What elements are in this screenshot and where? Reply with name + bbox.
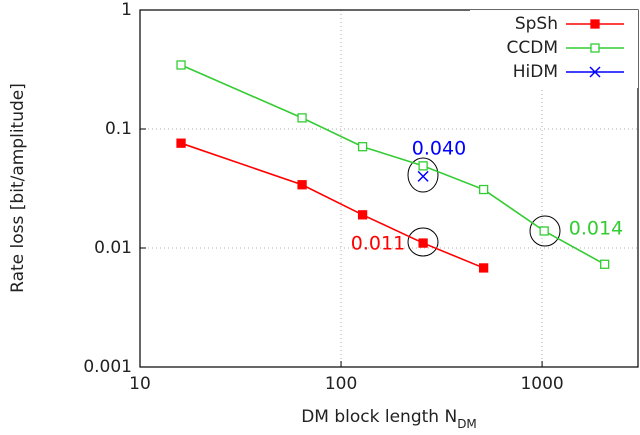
- y-axis-label: Rate loss [bit/amplitude]: [8, 83, 28, 293]
- legend-label: HiDM: [513, 62, 558, 82]
- legend-label: CCDM: [507, 38, 559, 58]
- y-tick-label: 0.01: [94, 238, 132, 258]
- x-axis-label-main: DM block length N: [301, 407, 457, 427]
- marker: [297, 113, 307, 123]
- x-tick-label: 10: [129, 374, 151, 394]
- marker: [417, 170, 429, 182]
- highlight-ellipse: [407, 227, 439, 257]
- y-tick-label: 0.1: [105, 119, 132, 139]
- annotation: 0.011: [351, 233, 405, 255]
- marker: [418, 238, 428, 248]
- annotation: 0.014: [569, 218, 623, 240]
- marker: [590, 19, 600, 29]
- marker: [176, 60, 186, 70]
- x-tick-label: 1000: [520, 374, 563, 394]
- series-line: [180, 142, 484, 269]
- marker: [600, 259, 610, 269]
- annotation: 0.040: [412, 138, 466, 160]
- marker: [590, 43, 600, 53]
- legend-label: SpSh: [515, 14, 558, 34]
- y-tick-label: 0.001: [83, 357, 132, 377]
- marker: [357, 210, 368, 220]
- x-axis-label-subscript: DM: [457, 417, 477, 431]
- plot-frame: [139, 9, 639, 368]
- marker: [478, 184, 489, 195]
- legend-box: [470, 10, 638, 88]
- marker: [176, 138, 186, 148]
- marker: [589, 66, 601, 78]
- y-tick-label: 1: [121, 0, 132, 20]
- x-axis-label: DM block length NDM: [301, 407, 477, 431]
- marker: [539, 226, 549, 236]
- highlight-ellipse: [407, 157, 439, 193]
- marker: [357, 142, 368, 152]
- marker: [478, 263, 489, 273]
- highlight-ellipse: [529, 215, 561, 247]
- marker: [297, 180, 307, 190]
- x-tick-label: 100: [325, 374, 357, 394]
- marker: [418, 161, 428, 171]
